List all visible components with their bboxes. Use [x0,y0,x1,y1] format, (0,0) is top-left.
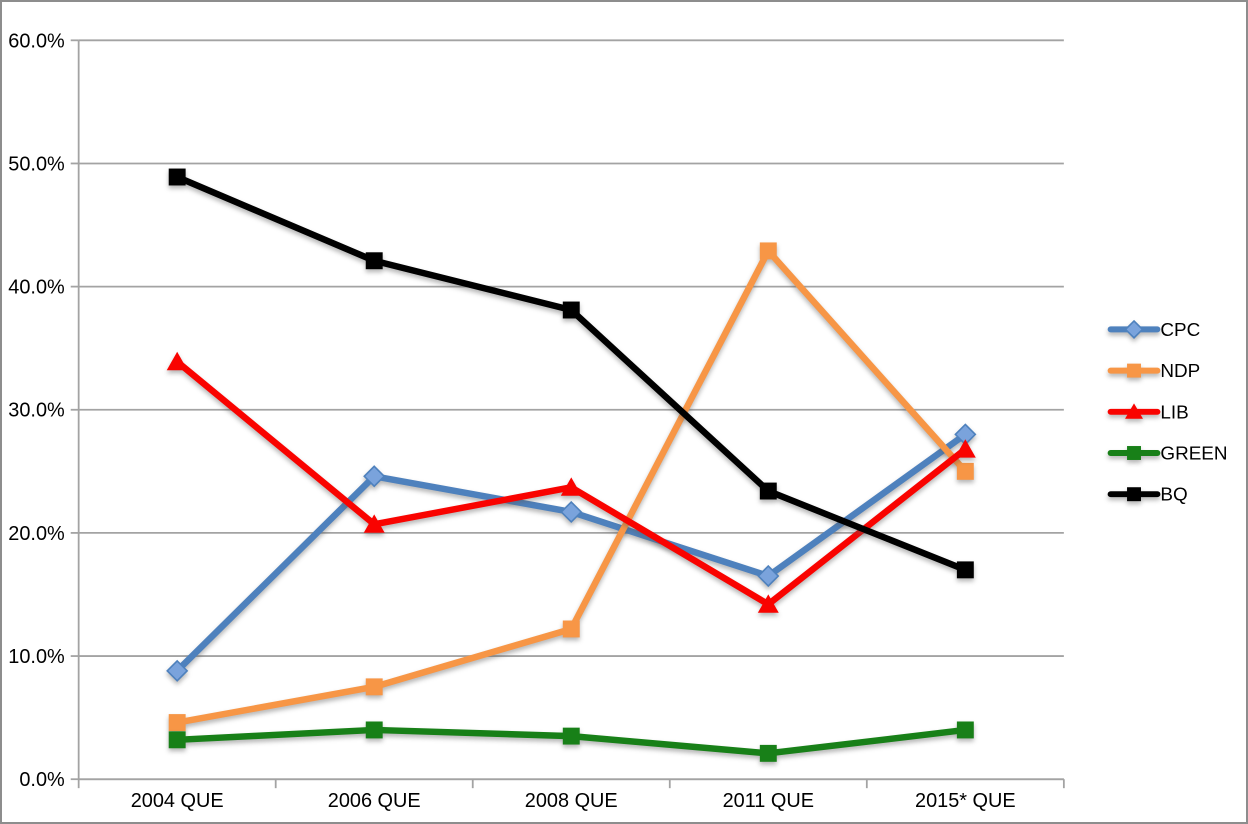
marker-triangle [560,477,582,496]
marker-square [562,727,580,745]
x-axis-category-label: 2011 QUE [723,790,814,812]
marker-diamond [166,659,189,682]
marker-square [1127,446,1141,460]
marker-square [365,678,383,696]
marker-triangle [1125,403,1143,419]
marker-square [759,482,777,500]
legend-item-bq [1107,487,1161,502]
marker-triangle [757,594,779,613]
y-axis-tick-label: 50.0% [8,153,64,175]
series-green [168,721,974,762]
legend-label: GREEN [1160,443,1227,464]
y-axis-tick-label: 40.0% [8,277,64,299]
legend-label: LIB [1160,402,1188,423]
marker-square [956,721,974,739]
legend-item-green [1107,446,1161,460]
marker-square [956,462,974,480]
series-bq [168,168,974,579]
x-axis-category-label: 2004 QUE [131,790,224,812]
x-axis-category-label: 2008 QUE [525,790,618,812]
legend-label: BQ [1160,485,1187,506]
y-axis-tick-label: 0.0% [19,769,64,791]
y-axis-tick-label: 30.0% [8,400,64,422]
legend-item-lib [1107,403,1161,419]
marker-triangle [363,514,385,533]
legend-item-cpc [1107,319,1161,339]
marker-square [759,744,777,762]
marker-triangle [954,439,976,458]
y-axis-tick-label: 60.0% [8,30,64,52]
marker-square [1127,487,1141,502]
marker-square [365,252,383,270]
marker-square [168,731,186,749]
marker-square [562,620,580,638]
marker-square [168,714,186,732]
marker-square [168,168,186,186]
series-ndp [168,242,974,732]
gridlines [70,39,1064,781]
legend: CPC NDP LIB GREEN BQ [1107,319,1228,506]
marker-diamond [757,564,780,588]
marker-triangle [166,351,188,371]
y-axis-tick-label: 20.0% [8,523,64,545]
marker-square [562,301,580,319]
series-lib [166,351,976,613]
marker-diamond [363,465,386,488]
legend-label: CPC [1160,320,1200,341]
legend-item-ndp [1107,363,1161,378]
marker-square [365,721,383,739]
legend-label: NDP [1160,361,1200,382]
marker-diamond [1124,319,1144,339]
marker-diamond [560,500,583,524]
x-axis-category-label: 2015* QUE [915,790,1016,812]
marker-square [759,242,777,260]
x-axis-category-label: 2006 QUE [328,790,421,812]
series-cpc [166,423,977,682]
marker-square [1127,363,1141,378]
marker-square [956,561,974,579]
y-axis-tick-label: 10.0% [8,646,64,668]
